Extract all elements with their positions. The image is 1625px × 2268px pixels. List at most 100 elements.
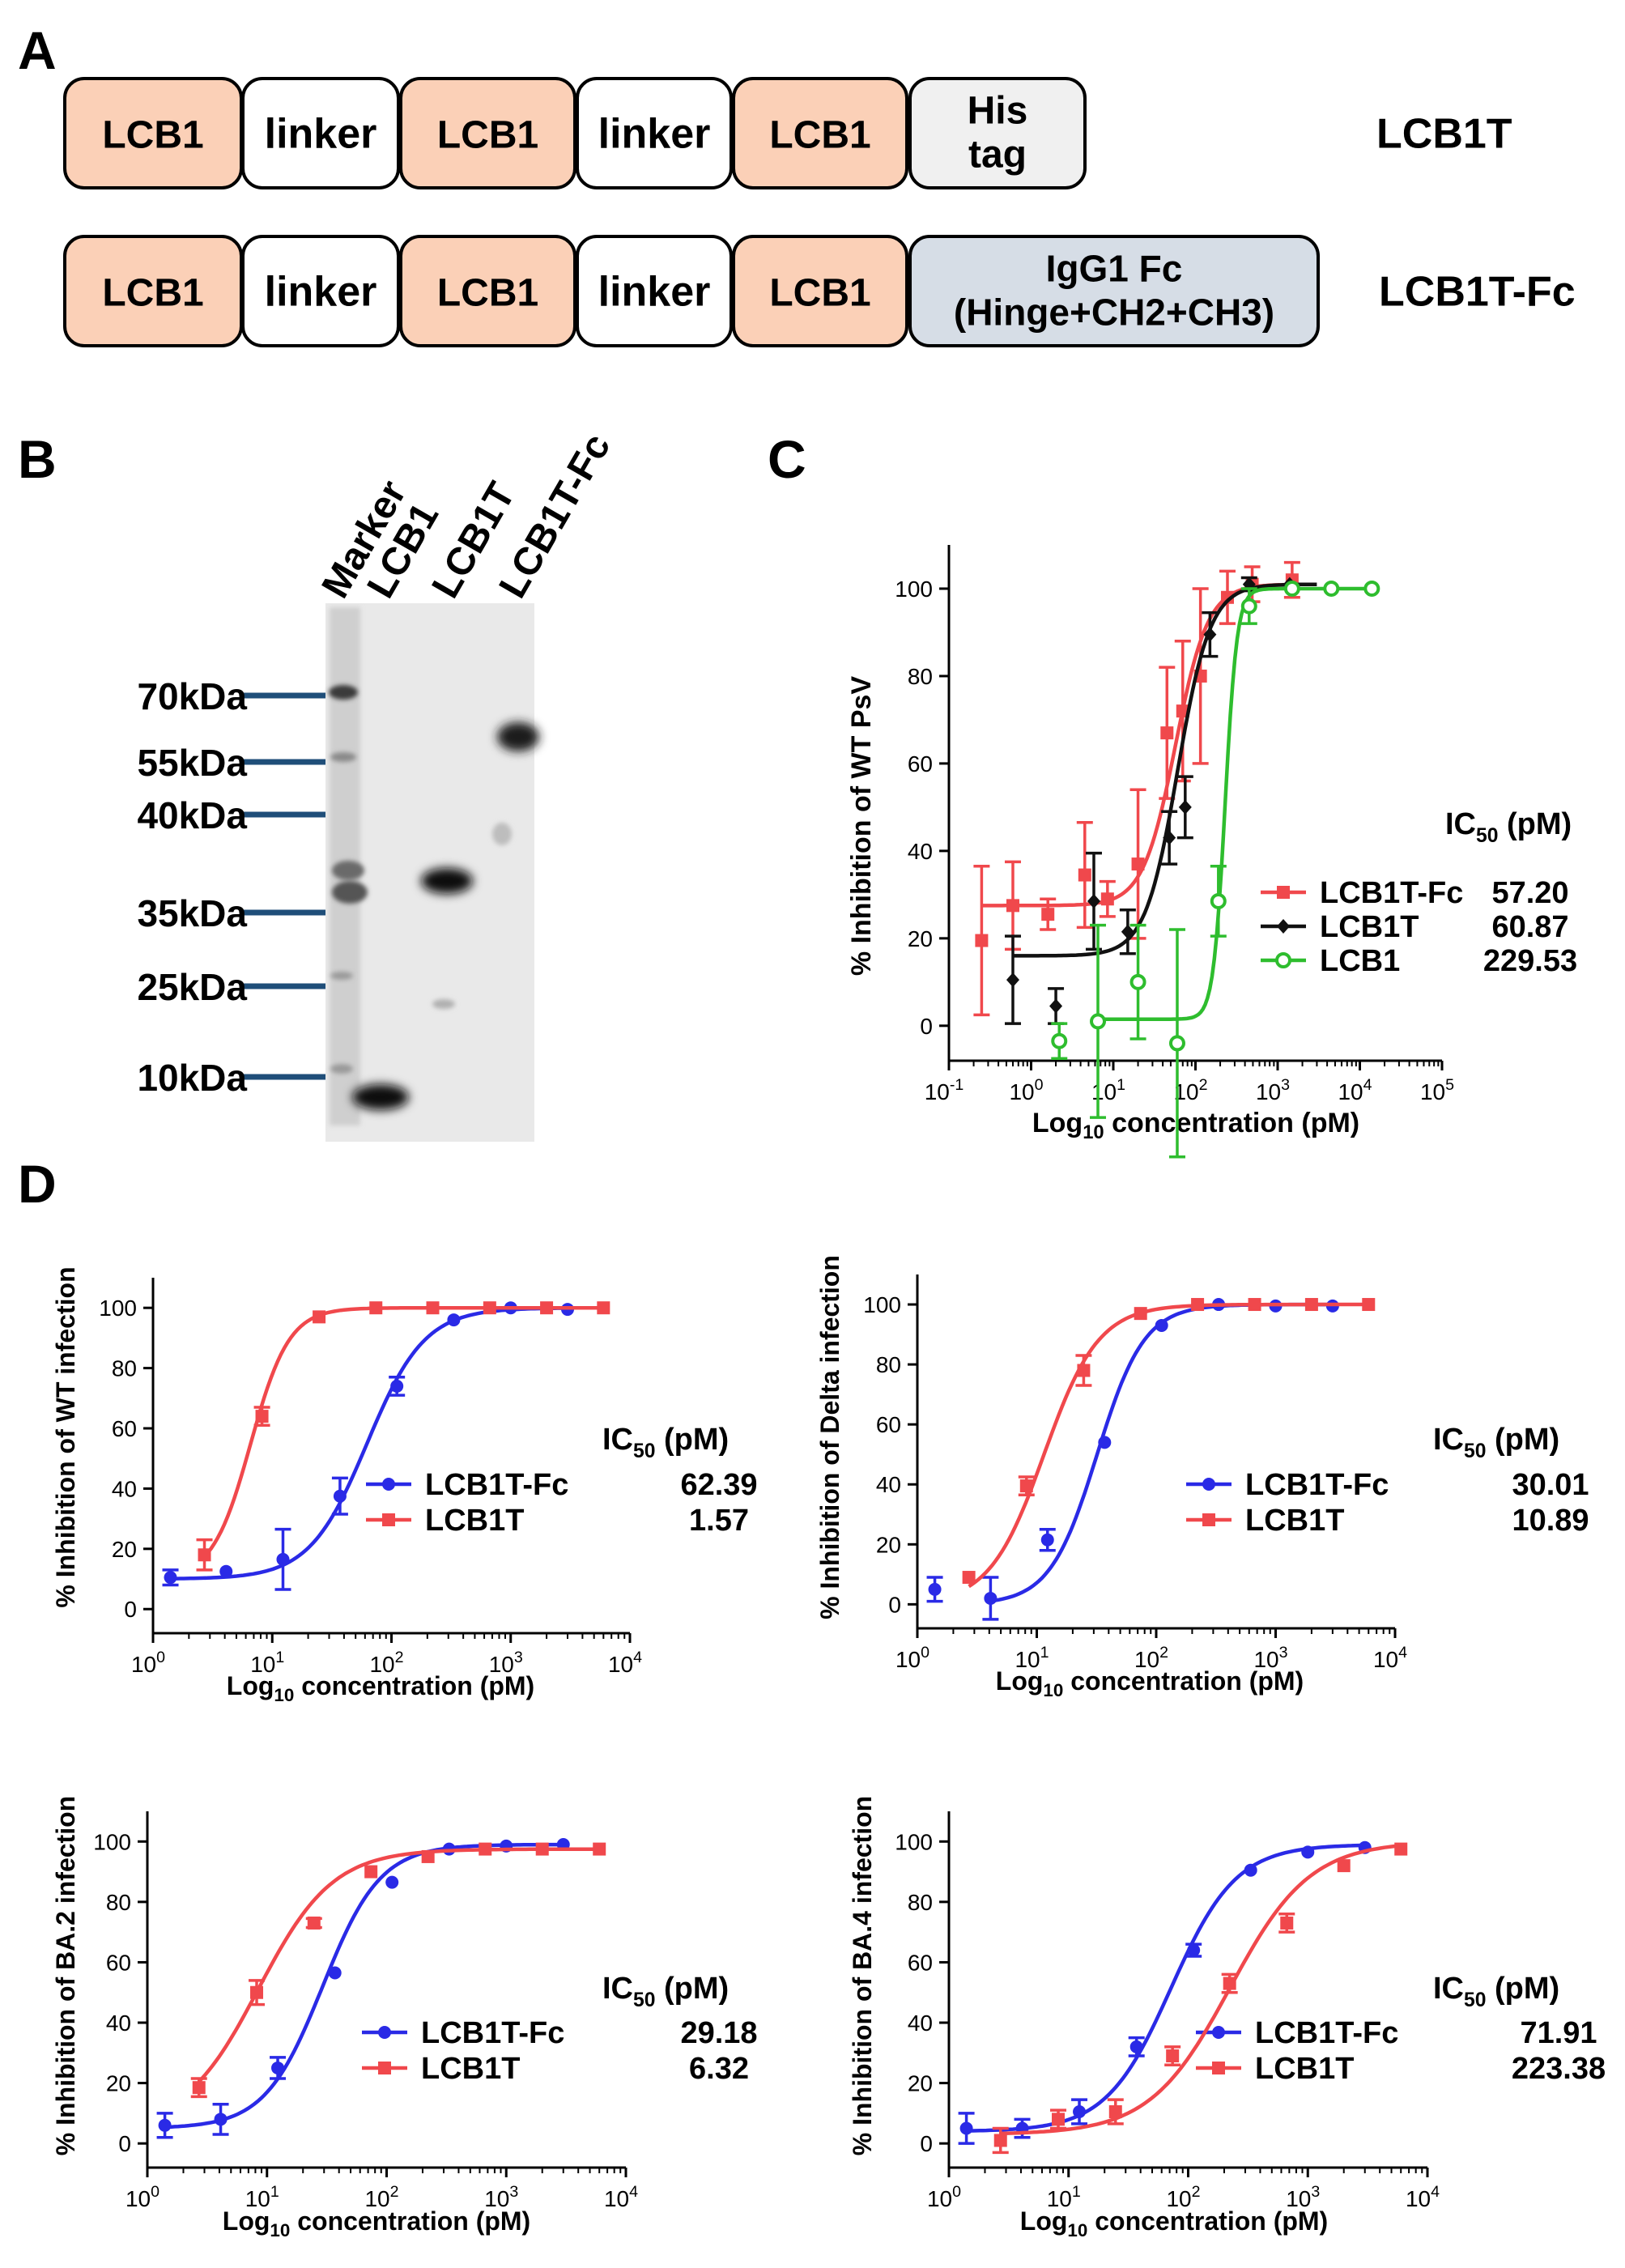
ic50-header-unit: (pM): [655, 1972, 729, 2006]
data-point: [1049, 998, 1063, 1014]
ic50-header-sub: 50: [633, 1440, 655, 1462]
data-point: [1203, 627, 1217, 642]
data-point: [1129, 973, 1146, 990]
data-point: [192, 2081, 206, 2095]
legend-ic50-value: 223.38: [1512, 2052, 1606, 2086]
x-axis-label-text: concentration (pM): [1063, 1666, 1304, 1696]
y-tick-label: 40: [106, 2011, 131, 2036]
ic50-header-text: IC: [602, 1972, 633, 2006]
data-point: [1223, 1977, 1236, 1990]
segment-linker: [241, 235, 400, 347]
data-point: [1098, 1436, 1112, 1449]
segment-label: LCB1: [437, 114, 538, 157]
data-point: [993, 2134, 1007, 2147]
segment-fc: [908, 235, 1320, 347]
data-point: [1337, 1859, 1351, 1873]
x-tick-label: 100: [1009, 1076, 1043, 1104]
data-point: [1394, 1842, 1408, 1856]
data-point: [1108, 2105, 1122, 2119]
x-tick-exponent: 1: [270, 2183, 279, 2201]
x-axis-label-sub: 10: [270, 2220, 290, 2240]
legend-label: LCB1T-Fc: [421, 2016, 564, 2050]
ic50-header-sub: 50: [633, 1989, 655, 2011]
segment-lcb1: [399, 77, 576, 189]
data-point: [1210, 892, 1227, 909]
data-point: [385, 1875, 399, 1889]
segment-label: LCB1: [769, 114, 870, 157]
legend-label: LCB1T-Fc: [425, 1468, 568, 1502]
x-tick-label: 103: [1286, 2183, 1320, 2211]
sds-page-gel-panel: MarkerLCB1LCB1TLCB1T-Fc70kDa55kDa40kDa35…: [137, 427, 619, 1142]
y-tick-label: 40: [908, 2011, 933, 2036]
y-tick-label: 40: [112, 1476, 137, 1501]
x-axis-label-text: Log: [1032, 1108, 1083, 1138]
segment-label: LCB1: [769, 272, 870, 315]
x-tick-label: 103: [1256, 1076, 1290, 1104]
data-point: [198, 1548, 211, 1562]
x-axis-label: Log10 concentration (pM): [227, 1671, 534, 1705]
x-tick-label: 103: [489, 1649, 523, 1677]
data-point: [378, 2062, 391, 2074]
y-tick-label: 60: [908, 751, 933, 777]
y-tick-label: 20: [876, 1532, 901, 1557]
data-point: [271, 2061, 285, 2074]
ic50-header-unit: (pM): [1498, 807, 1572, 841]
data-point: [483, 1301, 496, 1315]
x-tick-base: 10: [1286, 2186, 1311, 2211]
y-tick-label: 40: [876, 1472, 901, 1497]
data-point: [1160, 726, 1174, 740]
data-point: [378, 2026, 391, 2039]
data-point: [1131, 857, 1145, 871]
series-lcb1t: [962, 1298, 1376, 1589]
x-tick-base: 10: [1253, 1647, 1278, 1672]
x-tick-exponent: 0: [151, 2183, 160, 2201]
legend-label: LCB1: [1320, 944, 1400, 978]
x-tick-base: 10: [925, 1079, 950, 1104]
data-point: [975, 934, 989, 947]
data-point: [1323, 580, 1340, 597]
construct-name: LCB1T: [1376, 111, 1512, 158]
x-tick-base: 10: [1420, 1079, 1445, 1104]
y-tick-label: 80: [908, 664, 933, 689]
fit-curve: [202, 1305, 604, 1558]
data-point: [1166, 2049, 1180, 2063]
x-tick-base: 10: [1091, 1079, 1117, 1104]
fit-curve: [198, 1847, 600, 2083]
x-tick-base: 10: [245, 2186, 270, 2211]
data-point: [307, 1916, 321, 1930]
x-tick-label: 102: [1173, 1076, 1207, 1104]
segment-label: linker: [598, 111, 711, 158]
panel-b-letter: B: [18, 429, 57, 489]
x-axis-label: Log10 concentration (pM): [996, 1666, 1304, 1700]
legend-ic50-value: 229.53: [1483, 944, 1577, 978]
x-tick-exponent: 3: [1311, 2183, 1320, 2201]
x-tick-base: 10: [1338, 1079, 1363, 1104]
y-tick-label: 100: [895, 577, 933, 602]
x-tick-exponent: 1: [1072, 2183, 1081, 2201]
data-point: [1362, 1298, 1376, 1312]
data-point: [276, 1552, 290, 1566]
ic50-header-text: IC: [1445, 807, 1476, 841]
x-tick-exponent: 2: [1159, 1644, 1168, 1662]
x-tick-exponent: 0: [1035, 1076, 1044, 1094]
y-tick-label: 60: [908, 1950, 933, 1975]
x-tick-base: 10: [484, 2186, 509, 2211]
x-axis-label-sub: 10: [1043, 1680, 1063, 1700]
data-point: [1280, 1916, 1294, 1930]
y-tick-label: 0: [124, 1597, 137, 1622]
y-axis-label: % Inhibition of Delta infection: [815, 1255, 844, 1619]
ic50-header-sub: 50: [1464, 1989, 1486, 2011]
fit-curve: [968, 1302, 1369, 1589]
data-point: [1168, 1035, 1185, 1052]
data-point: [447, 1313, 461, 1327]
data-point: [158, 2118, 172, 2132]
marker-label: 25kDa: [137, 966, 247, 1008]
x-tick-base: 10: [1047, 2186, 1072, 2211]
x-axis-label-text: Log: [223, 2206, 270, 2236]
fit-curve: [966, 1843, 1365, 2133]
legend-label: LCB1T-Fc: [1245, 1468, 1389, 1502]
x-tick-label: 102: [1166, 2183, 1200, 2211]
marker-label: 55kDa: [137, 742, 247, 784]
y-axis-label: % Inhibition of BA.4 infection: [848, 1796, 877, 2155]
